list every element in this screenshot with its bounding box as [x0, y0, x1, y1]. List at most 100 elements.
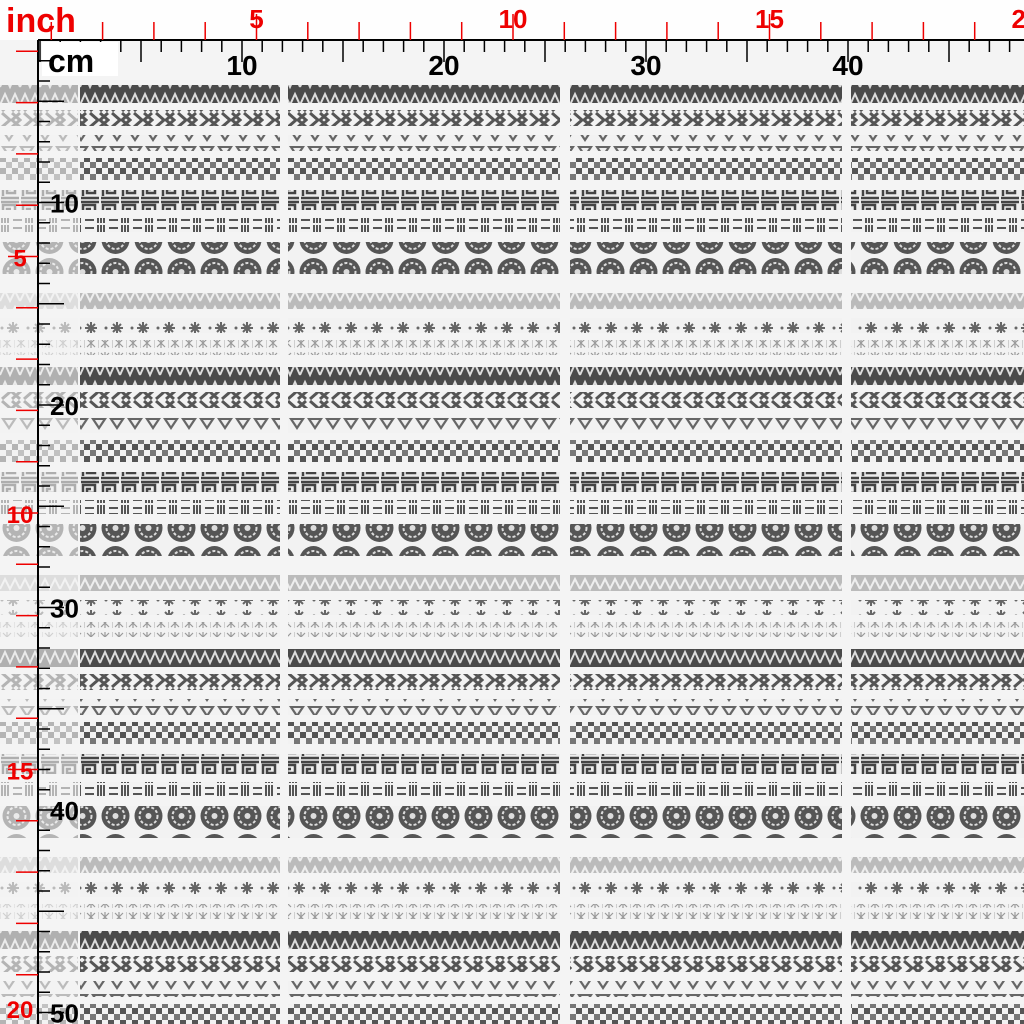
- top-inch-number: 10: [499, 4, 528, 34]
- stripe: [851, 135, 1024, 151]
- stripe: [851, 904, 1024, 919]
- left-inch-number: 20: [7, 997, 34, 1024]
- stripe: [80, 722, 280, 744]
- stripe: [570, 318, 842, 333]
- stripe: [80, 904, 280, 919]
- stripe: [570, 600, 842, 615]
- stripe: [570, 524, 842, 556]
- stripe: [288, 722, 560, 744]
- stripe: [80, 754, 280, 774]
- stripe: [288, 472, 560, 492]
- stripe: [570, 806, 842, 838]
- stripe: [80, 85, 280, 103]
- left-cm-number: 10: [50, 189, 79, 219]
- stripe: [851, 857, 1024, 873]
- top-cm-number: 10: [226, 50, 257, 81]
- stripe: [80, 622, 280, 637]
- inch-label: inch: [6, 2, 76, 40]
- stripe: [288, 392, 560, 408]
- stripe: [288, 649, 560, 667]
- stripe: [851, 649, 1024, 667]
- stripe: [80, 417, 280, 433]
- stripe: [570, 857, 842, 873]
- stripe: [570, 722, 842, 744]
- stripe: [288, 110, 560, 126]
- stripe: [851, 524, 1024, 556]
- stripe: [288, 293, 560, 309]
- top-cm-number: 30: [630, 50, 661, 81]
- stripe: [288, 699, 560, 715]
- stripe: [570, 110, 842, 126]
- stripe: [288, 931, 560, 949]
- stripe: [80, 242, 280, 274]
- stripe: [288, 1004, 560, 1024]
- stripe: [570, 674, 842, 690]
- stripe: [288, 981, 560, 997]
- stripe: [851, 931, 1024, 949]
- stripe: [80, 318, 280, 333]
- stripe: [80, 882, 280, 897]
- stripe: [570, 1004, 842, 1024]
- stripe: [570, 622, 842, 637]
- stripe: [570, 293, 842, 309]
- stripe: [570, 904, 842, 919]
- stripe: [80, 699, 280, 715]
- stripe: [570, 472, 842, 492]
- stripe: [851, 882, 1024, 897]
- stripe: [80, 392, 280, 408]
- stripe: [570, 782, 842, 796]
- stripe: [80, 575, 280, 591]
- top-ruler-bg: [0, 0, 1024, 40]
- stripe: [851, 622, 1024, 637]
- stripe: [851, 754, 1024, 774]
- stripe: [288, 242, 560, 274]
- stripe: [570, 440, 842, 462]
- stripe: [288, 904, 560, 919]
- top-cm-number: 20: [428, 50, 459, 81]
- stripe: [570, 956, 842, 972]
- stripe: [288, 782, 560, 796]
- stripe: [570, 190, 842, 210]
- stripe: [851, 600, 1024, 615]
- stripe: [288, 85, 560, 103]
- stripe: [570, 367, 842, 385]
- stripe: [570, 158, 842, 180]
- stripe: [80, 782, 280, 796]
- stripe: [288, 882, 560, 897]
- stripe: [851, 782, 1024, 796]
- stripe: [570, 649, 842, 667]
- stripe: [288, 340, 560, 355]
- stripe: [851, 85, 1024, 103]
- stripe: [288, 500, 560, 514]
- left-cm-number: 30: [50, 594, 79, 624]
- stripe: [80, 600, 280, 615]
- stripe: [288, 218, 560, 232]
- stripe: [851, 367, 1024, 385]
- stripe: [851, 981, 1024, 997]
- stripe: [80, 190, 280, 210]
- stripe: [851, 242, 1024, 274]
- stripe: [851, 1004, 1024, 1024]
- stripe: [570, 417, 842, 433]
- rulers: inchcm5101520102030405010203040505101520: [6, 2, 1024, 1024]
- stripe: [80, 472, 280, 492]
- stripe: [851, 722, 1024, 744]
- stripe: [851, 318, 1024, 333]
- stripe: [288, 857, 560, 873]
- left-cm-number: 40: [50, 796, 79, 826]
- stripe: [851, 158, 1024, 180]
- stripe: [570, 218, 842, 232]
- stripe: [288, 524, 560, 556]
- stripe: [570, 500, 842, 514]
- stripe: [80, 674, 280, 690]
- stripe: [80, 158, 280, 180]
- stripe: [80, 218, 280, 232]
- left-inch-number: 10: [7, 502, 34, 529]
- stripe: [851, 806, 1024, 838]
- top-inch-number: 15: [755, 4, 784, 34]
- stripe: [288, 440, 560, 462]
- stripe: [80, 293, 280, 309]
- stripe: [288, 190, 560, 210]
- stripe: [288, 674, 560, 690]
- left-cm-number: 20: [50, 391, 79, 421]
